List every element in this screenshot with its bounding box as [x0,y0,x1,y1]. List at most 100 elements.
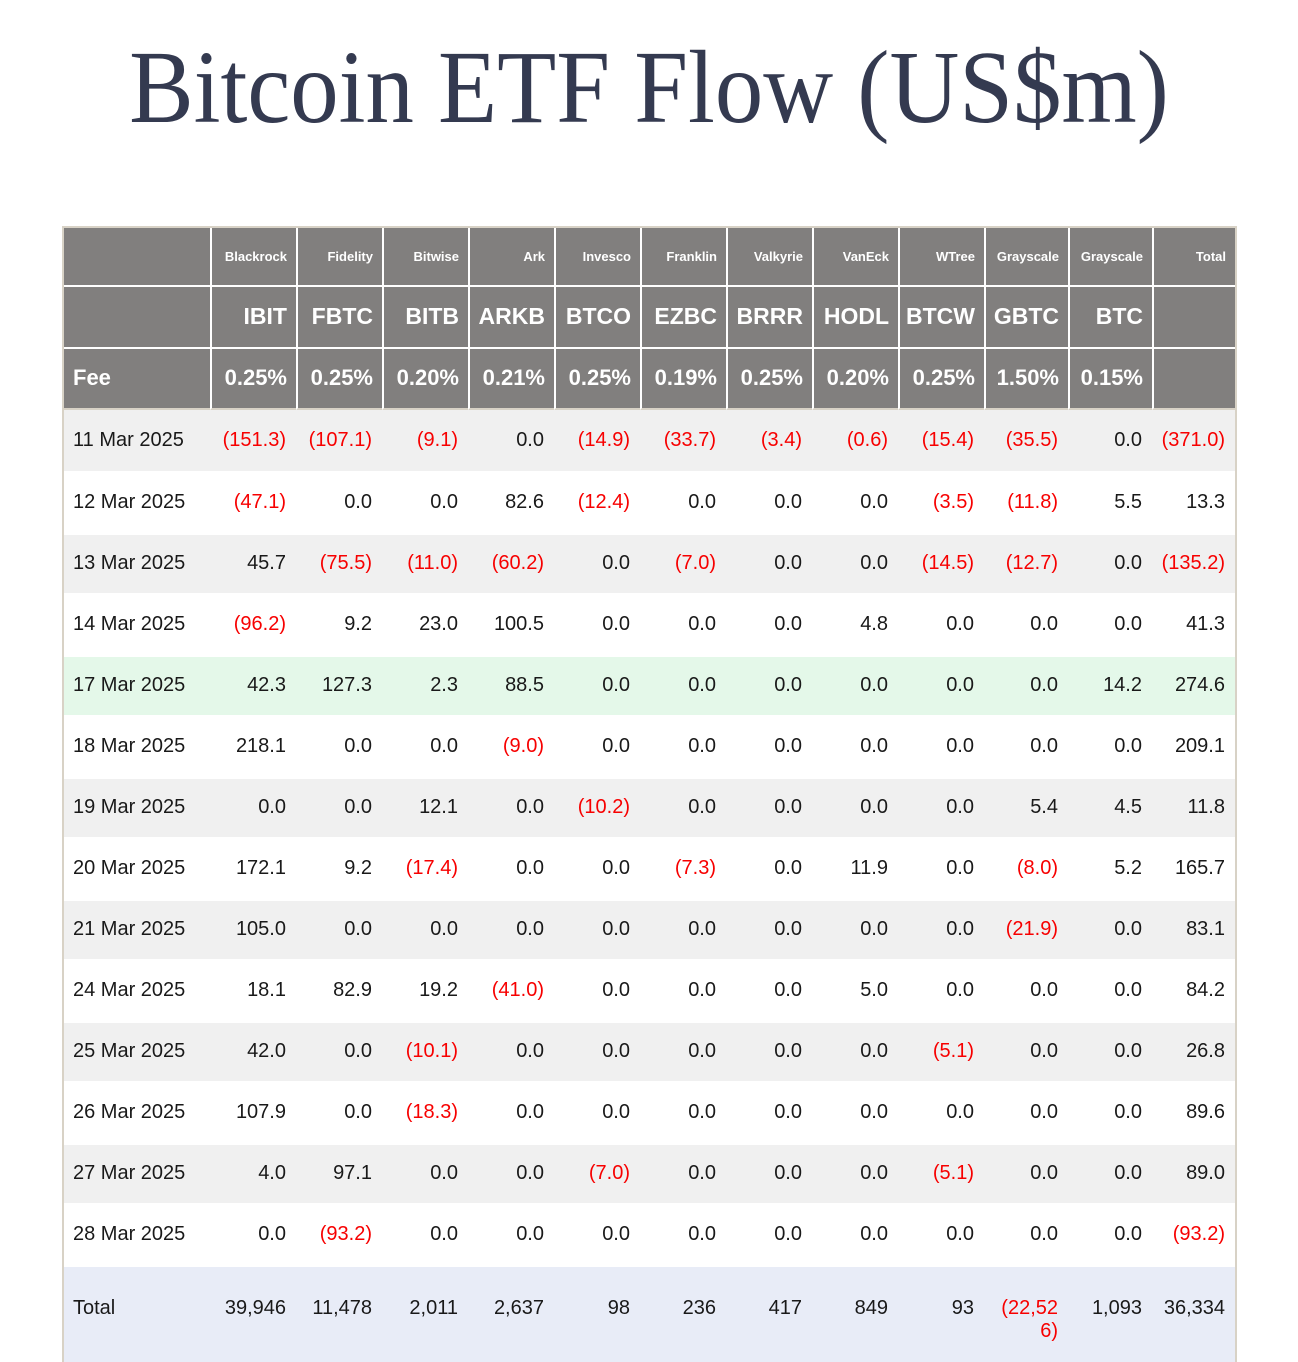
flow-value-cell: 0.0 [554,714,640,776]
flow-value-cell: 0.0 [812,1080,898,1142]
flow-value-cell: 0.0 [640,775,726,837]
flow-value-cell: 18.1 [210,958,296,1020]
fee-value: 0.25% [210,348,296,410]
total-value-cell: 98 [554,1263,640,1362]
total-value-cell: 93 [898,1263,984,1362]
row-total-cell: 89.6 [1152,1080,1235,1142]
fee-value: 0.15% [1068,348,1152,410]
flow-value-cell: 218.1 [210,714,296,776]
flow-value-cell: 0.0 [468,1080,554,1142]
flow-value-cell: (8.0) [984,836,1068,898]
flow-value-cell: 45.7 [210,531,296,593]
fee-value: 0.25% [726,348,812,410]
flow-value-cell: 0.0 [1068,1141,1152,1203]
flow-value-cell: 9.2 [296,836,382,898]
row-total-cell: 26.8 [1152,1019,1235,1081]
row-total-cell: 89.0 [1152,1141,1235,1203]
flow-value-cell: 0.0 [984,653,1068,715]
table-row: 24 Mar 2025 18.1 82.9 19.2 (41.0) 0.0 0.0 0.0 5.… [64,958,1235,1020]
flow-value-cell: 12.1 [382,775,468,837]
flow-value-cell: 0.0 [726,1202,812,1264]
flow-value-cell: (17.4) [382,836,468,898]
flow-value-cell: 0.0 [296,1080,382,1142]
flow-value-cell: 0.0 [984,958,1068,1020]
header-row-issuers: Blackrock Fidelity Bitwise Ark Invesco Frankl… [64,227,1235,287]
flow-value-cell: 4.8 [812,592,898,654]
flow-value-cell: 4.0 [210,1141,296,1203]
flow-value-cell: 82.9 [296,958,382,1020]
flow-value-cell: (12.4) [554,470,640,532]
flow-value-cell: 0.0 [726,1141,812,1203]
table-row: 25 Mar 2025 42.0 0.0 (10.1) 0.0 0.0 0.0 0.0 0.0(… [64,1019,1235,1081]
flow-value-cell: 0.0 [382,1202,468,1264]
fee-value: 0.19% [640,348,726,410]
flow-value-cell: 0.0 [726,470,812,532]
flow-value-cell: 0.0 [898,592,984,654]
total-value-cell: 417 [726,1263,812,1362]
flow-value-cell: (96.2) [210,592,296,654]
flow-value-cell: 0.0 [296,897,382,959]
flow-value-cell: 0.0 [640,1019,726,1081]
table-row: 13 Mar 2025 45.7 (75.5) (11.0) (60.2) 0.0 (7.0… [64,531,1235,593]
flow-value-cell: 0.0 [898,1080,984,1142]
flow-value-cell: (0.6) [812,409,898,471]
fee-value: 0.25% [898,348,984,410]
flow-value-cell: 0.0 [812,531,898,593]
flow-value-cell: 0.0 [210,775,296,837]
ticker-header: GBTC [984,286,1068,349]
flow-value-cell: 0.0 [468,775,554,837]
total-value-cell: 849 [812,1263,898,1362]
date-cell: 13 Mar 2025 [64,531,210,593]
flow-value-cell: (75.5) [296,531,382,593]
ticker-header: BITB [382,286,468,349]
row-total-cell: 84.2 [1152,958,1235,1020]
date-cell: 11 Mar 2025 [64,409,210,471]
flow-value-cell: 4.5 [1068,775,1152,837]
flow-value-cell: 0.0 [382,897,468,959]
flow-value-cell: 0.0 [554,836,640,898]
row-total-cell: (135.2) [1152,531,1235,593]
flow-value-cell: 0.0 [726,653,812,715]
table-row: 20 Mar 2025 172.1 9.2 (17.4) 0.0 0.0 (7.3) 0.0 1… [64,836,1235,898]
flow-value-cell: 127.3 [296,653,382,715]
row-total-cell: 11.8 [1152,775,1235,837]
flow-value-cell: 0.0 [468,897,554,959]
ticker-header: BRRR [726,286,812,349]
flow-value-cell: 2.3 [382,653,468,715]
flow-value-cell: 0.0 [984,714,1068,776]
ticker-header: IBIT [210,286,296,349]
fee-value: 0.25% [554,348,640,410]
issuer-header: Blackrock [210,227,296,287]
flow-value-cell: (5.1) [898,1141,984,1203]
flow-value-cell: 0.0 [1068,897,1152,959]
flow-value-cell: 0.0 [1068,1019,1152,1081]
flow-value-cell: 0.0 [984,1202,1068,1264]
total-column-header: Total [1152,227,1235,287]
flow-value-cell: 0.0 [726,958,812,1020]
flow-value-cell: 0.0 [210,1202,296,1264]
flow-value-cell: 0.0 [1068,1202,1152,1264]
table-row: 12 Mar 2025 (47.1) 0.0 0.0 82.6 (12.4) 0.0 0.0 0… [64,470,1235,532]
fee-label: Fee [64,348,210,410]
row-total-cell: (371.0) [1152,409,1235,471]
row-total-cell: 165.7 [1152,836,1235,898]
table-row: 14 Mar 2025 (96.2) 9.2 23.0 100.5 0.0 0.0 0.0 4.… [64,592,1235,654]
flow-value-cell: 23.0 [382,592,468,654]
ticker-header: EZBC [640,286,726,349]
flow-value-cell: (3.4) [726,409,812,471]
table-row: 26 Mar 2025 107.9 0.0 (18.3) 0.0 0.0 0.0 0.0 0.0… [64,1080,1235,1142]
total-column-blank [1152,348,1235,410]
total-row: Total 39,946 11,478 2,011 2,637 98 236 417 849 93… [64,1263,1235,1362]
corner-cell [64,286,210,349]
flow-value-cell: 5.2 [1068,836,1152,898]
flow-value-cell: 100.5 [468,592,554,654]
ticker-header: FBTC [296,286,382,349]
flow-value-cell: 0.0 [726,1019,812,1081]
flow-value-cell: 0.0 [898,714,984,776]
issuer-header: Ark [468,227,554,287]
date-cell: 28 Mar 2025 [64,1202,210,1264]
total-value-cell: 2,011 [382,1263,468,1362]
flow-value-cell: 0.0 [296,714,382,776]
flow-value-cell: (12.7) [984,531,1068,593]
header-row-fees: Fee 0.25% 0.25% 0.20% 0.21% 0.25% 0.19% 0.25% 0.… [64,348,1235,410]
